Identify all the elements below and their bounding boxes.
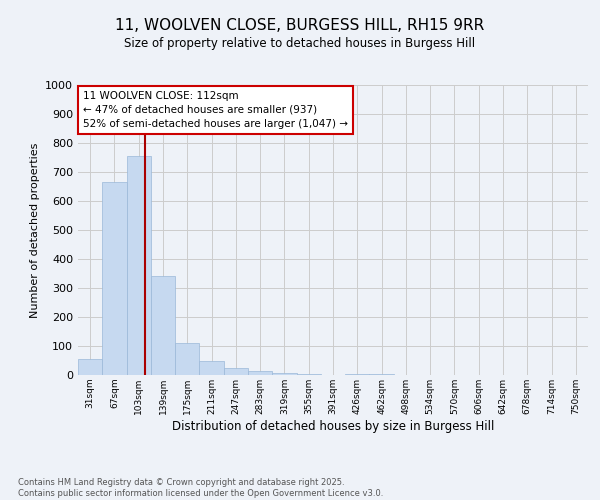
Bar bbox=[296, 374, 321, 375]
Bar bbox=[175, 343, 199, 375]
Bar bbox=[345, 374, 370, 375]
Text: 11, WOOLVEN CLOSE, BURGESS HILL, RH15 9RR: 11, WOOLVEN CLOSE, BURGESS HILL, RH15 9R… bbox=[115, 18, 485, 32]
Bar bbox=[199, 360, 224, 375]
Bar bbox=[78, 359, 102, 375]
Text: 11 WOOLVEN CLOSE: 112sqm
← 47% of detached houses are smaller (937)
52% of semi-: 11 WOOLVEN CLOSE: 112sqm ← 47% of detach… bbox=[83, 91, 348, 129]
X-axis label: Distribution of detached houses by size in Burgess Hill: Distribution of detached houses by size … bbox=[172, 420, 494, 432]
Bar bbox=[272, 372, 296, 375]
Text: Size of property relative to detached houses in Burgess Hill: Size of property relative to detached ho… bbox=[124, 38, 476, 51]
Bar bbox=[102, 182, 127, 375]
Bar bbox=[370, 374, 394, 375]
Bar bbox=[224, 368, 248, 375]
Bar bbox=[248, 371, 272, 375]
Text: Contains HM Land Registry data © Crown copyright and database right 2025.
Contai: Contains HM Land Registry data © Crown c… bbox=[18, 478, 383, 498]
Bar bbox=[151, 276, 175, 375]
Bar bbox=[127, 156, 151, 375]
Y-axis label: Number of detached properties: Number of detached properties bbox=[29, 142, 40, 318]
